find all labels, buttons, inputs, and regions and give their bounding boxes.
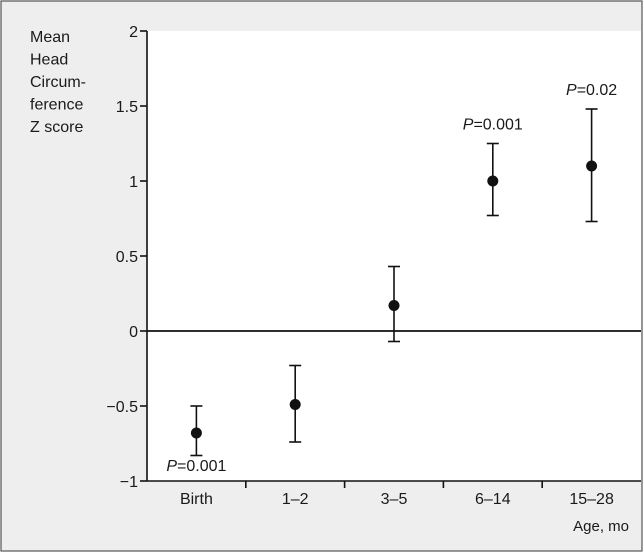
- data-point-group: [388, 265, 400, 343]
- y-tick-label: 0: [129, 324, 138, 341]
- data-point-group: [190, 405, 203, 457]
- y-axis-title-line: Mean: [30, 29, 70, 46]
- x-axis: Birth 1–2 3–5 6–14 15–28: [147, 480, 641, 508]
- y-axis-title: Mean Head Circum-ference Z score: [30, 29, 86, 136]
- x-tick-label: Birth: [180, 491, 213, 508]
- p-value-label: P=0.001: [463, 117, 523, 134]
- y-tick-label: 1: [129, 174, 138, 191]
- y-tick-label: −1: [120, 474, 138, 491]
- p-value-symbol: P: [166, 458, 177, 475]
- y-axis-title-line: Circum-: [30, 74, 86, 91]
- x-tick-label: 3–5: [381, 491, 408, 508]
- y-tick-label: −0.5: [106, 399, 138, 416]
- x-tick-label: 15–28: [569, 491, 614, 508]
- p-value-symbol: P: [566, 82, 577, 99]
- x-tick-label: 1–2: [282, 491, 309, 508]
- data-point: [586, 160, 598, 172]
- x-tick-label: 6–14: [475, 491, 511, 508]
- y-tick-label: 0.5: [116, 249, 138, 266]
- plot-area: [147, 31, 641, 481]
- data-points: [190, 108, 598, 457]
- p-value-symbol: P: [463, 117, 474, 134]
- data-point: [190, 427, 202, 439]
- p-value-number: =0.001: [177, 458, 226, 475]
- x-axis-title: Age, mo: [573, 518, 629, 535]
- data-point-group: [289, 364, 302, 443]
- p-value-label: P=0.02: [566, 82, 617, 99]
- y-tick-label: 1.5: [116, 99, 138, 116]
- data-point: [388, 300, 400, 311]
- data-point: [289, 399, 301, 410]
- y-axis-title-line: Z score: [30, 119, 83, 136]
- y-axis: −1 −0.5 0 0.5 1 1.5 2: [106, 24, 148, 491]
- p-value-number: =0.02: [577, 82, 618, 99]
- data-point: [487, 175, 499, 187]
- data-point-group: [585, 108, 598, 223]
- y-axis-title-line: ference: [30, 97, 83, 114]
- y-tick-label: 2: [129, 24, 138, 41]
- data-point-group: [486, 142, 499, 217]
- p-value-label: P=0.001: [166, 458, 226, 475]
- p-value-number: =0.001: [473, 117, 522, 134]
- y-axis-title-line: Head: [30, 52, 68, 69]
